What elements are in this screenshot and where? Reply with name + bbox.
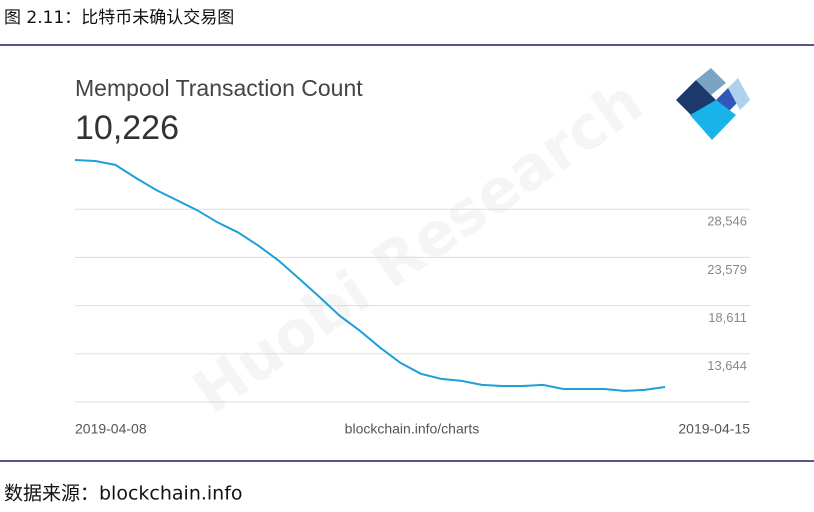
- x-axis-label: 2019-04-15: [678, 421, 750, 437]
- y-tick-label: 28,546: [707, 214, 747, 229]
- x-axis-label: 2019-04-08: [75, 421, 147, 437]
- source-note: 数据来源：blockchain.info: [4, 483, 243, 505]
- chart-title: Mempool Transaction Count: [75, 75, 363, 101]
- y-tick-label: 13,644: [707, 358, 747, 373]
- headline-value: 10,226: [75, 109, 179, 147]
- y-tick-label: 23,579: [707, 262, 747, 277]
- y-tick-label: 18,611: [708, 310, 747, 325]
- watermark: Huobi Research: [181, 66, 655, 427]
- logo: [676, 68, 750, 140]
- figure-caption: 图 2.11：比特币未确认交易图: [4, 8, 234, 28]
- data-line: [74, 159, 666, 392]
- chart-source: blockchain.info/charts: [345, 421, 480, 437]
